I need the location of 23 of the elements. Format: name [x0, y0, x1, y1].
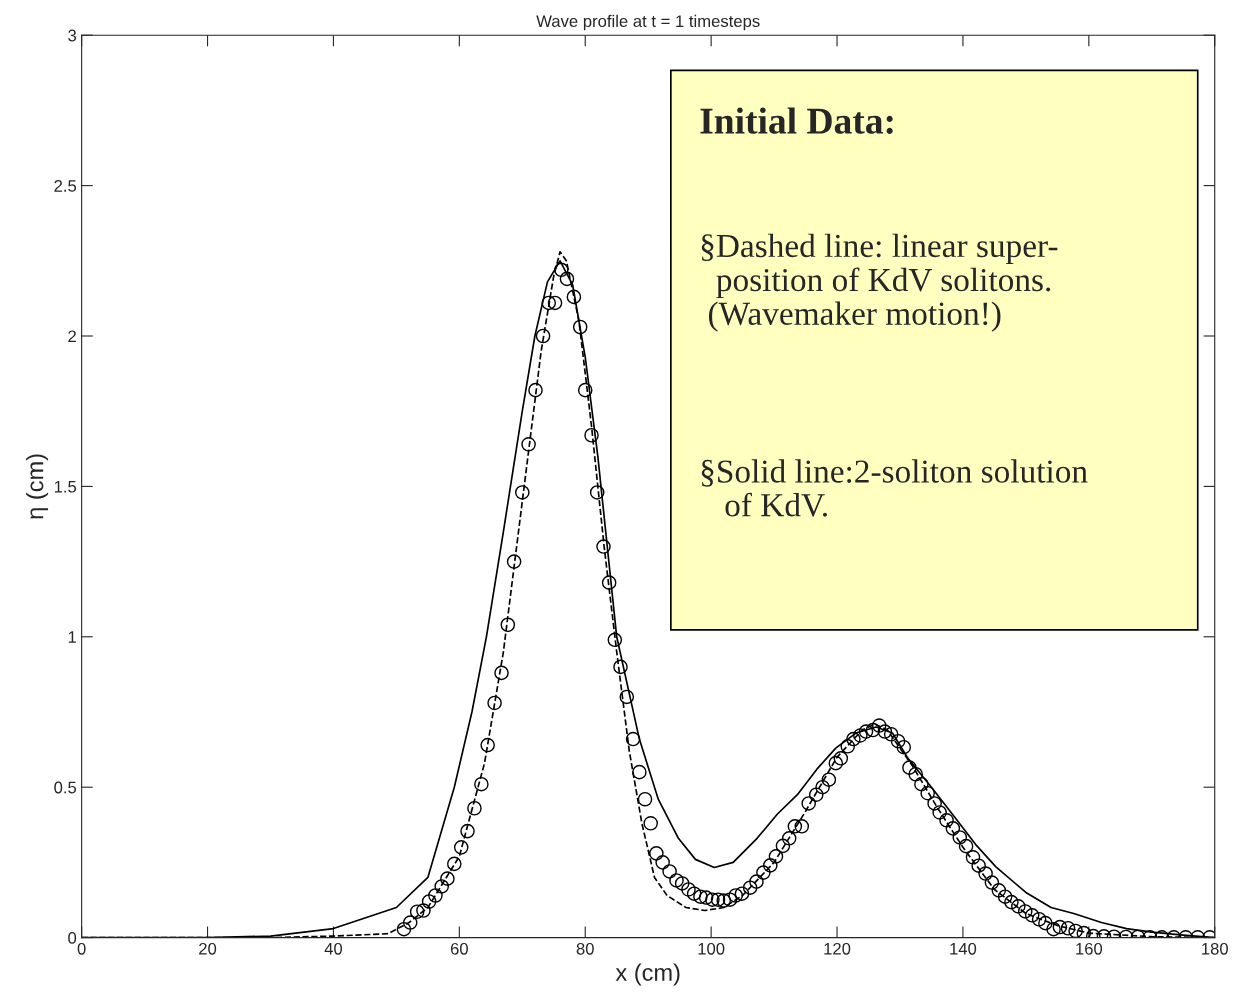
chart-title: Wave profile at t = 1 timesteps [536, 14, 760, 31]
x-tick-label: 160 [1076, 942, 1103, 955]
x-tick-label: 60 [450, 942, 468, 955]
x-tick-label: 120 [824, 942, 851, 955]
x-tick-label: 40 [324, 942, 343, 955]
x-tick-label: 180 [1202, 942, 1228, 955]
x-tick-label: 0 [77, 942, 86, 955]
y-tick-label: 0 [68, 931, 77, 944]
y-tick-label: 3 [68, 29, 77, 42]
annotation: §Dashed line: linear super- position of KdV solitons. (Wavemaker motion!) [701, 233, 1058, 332]
x-axis-title: x (cm) [615, 963, 680, 986]
x-tick-label: 80 [576, 942, 594, 955]
y-tick-label: 2.5 [54, 180, 77, 192]
x-tick-label: 20 [199, 942, 217, 955]
y-tick-label: 1.5 [54, 480, 77, 493]
annotation: Initial Data: [700, 107, 893, 134]
x-tick-label: 140 [950, 942, 977, 955]
y-axis-title: η (cm) [26, 454, 49, 519]
y-tick-label: 2 [68, 330, 76, 343]
y-tick-label: 1 [68, 631, 76, 643]
annotation: §Solid line:2-soliton solution of KdV. [701, 459, 1088, 517]
x-tick-label: 100 [698, 942, 725, 955]
y-tick-label: 0.5 [54, 781, 77, 794]
